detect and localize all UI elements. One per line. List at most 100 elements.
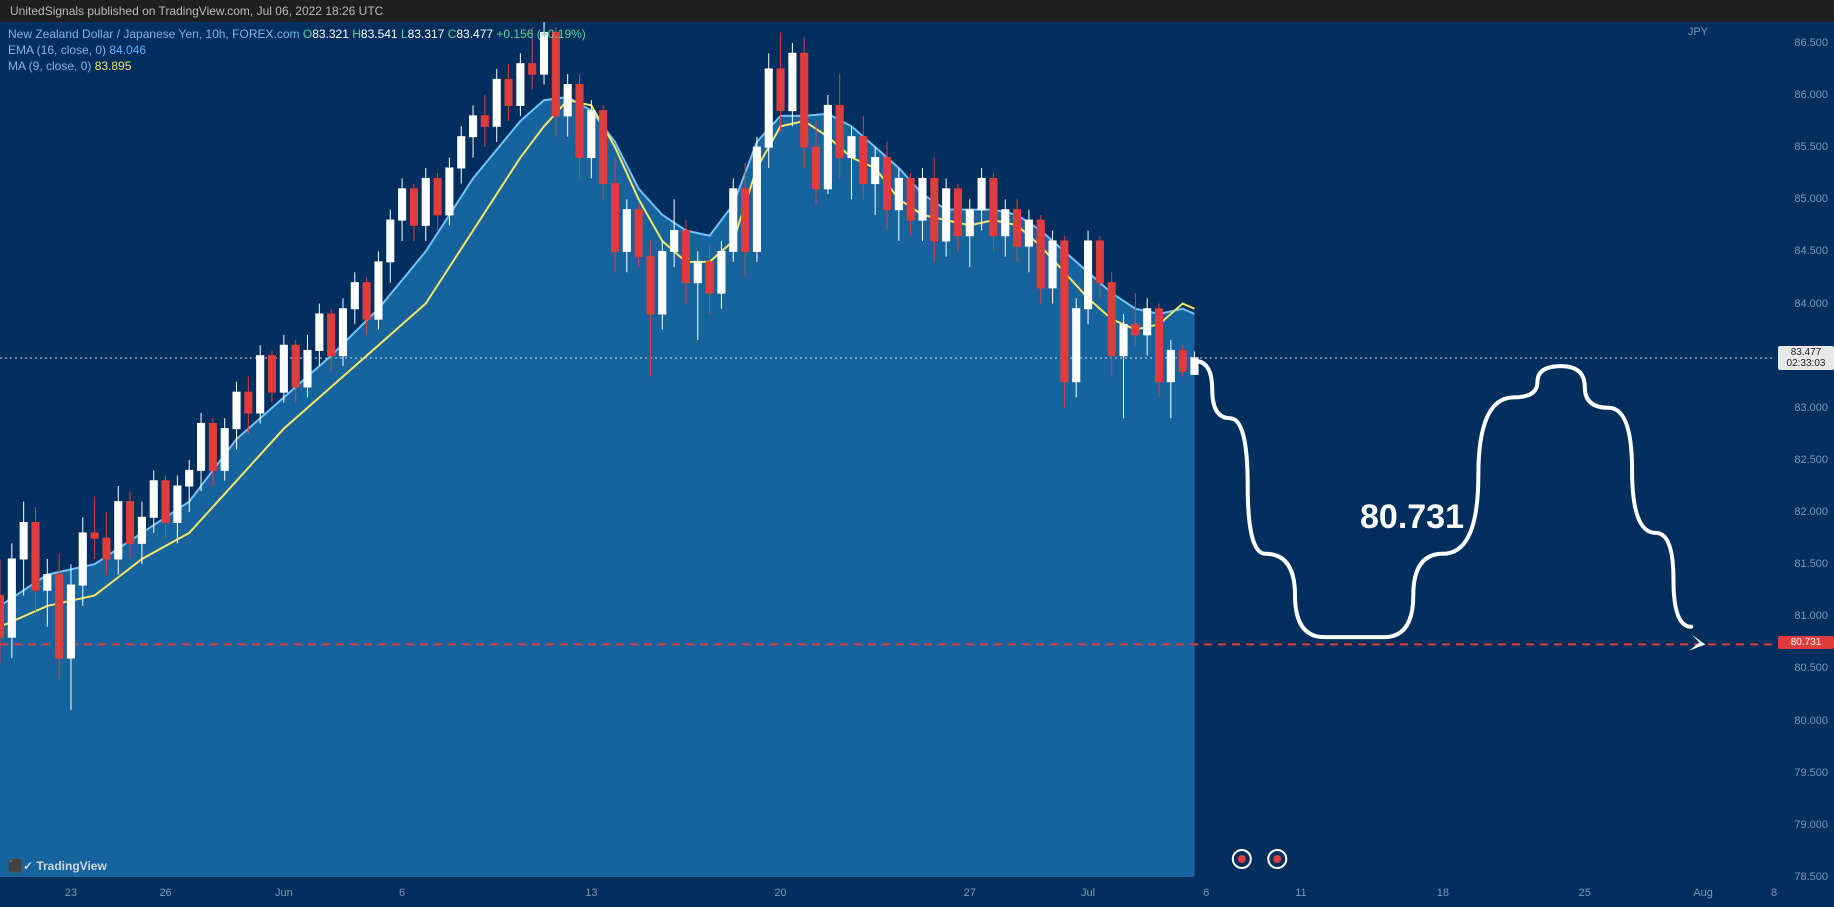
y-tick: 79.500	[1794, 767, 1828, 779]
x-tick: Jun	[275, 887, 293, 899]
candle-body	[458, 137, 465, 168]
x-tick: 26	[159, 887, 171, 899]
x-tick: 6	[399, 887, 405, 899]
candle-body	[718, 251, 725, 293]
candle-body	[91, 533, 98, 538]
candle-body	[730, 189, 737, 252]
ma-value: 83.895	[95, 59, 132, 73]
candle-body	[0, 595, 4, 637]
y-tick: 81.500	[1794, 558, 1828, 570]
x-tick: Jul	[1081, 887, 1095, 899]
candle-body	[978, 178, 985, 209]
candle-body	[1096, 241, 1103, 283]
candle-body	[446, 168, 453, 215]
chart-root: UnitedSignals published on TradingView.c…	[0, 0, 1834, 907]
candle-body	[103, 538, 110, 559]
candle-body	[990, 178, 997, 235]
legend-title-text: New Zealand Dollar / Japanese Yen, 10h, …	[8, 27, 586, 41]
candle-body	[1014, 210, 1021, 246]
y-tick: 80.000	[1794, 715, 1828, 727]
y-tick: 84.500	[1794, 245, 1828, 257]
x-tick: Aug	[1693, 887, 1713, 899]
candle-body	[789, 53, 796, 110]
candle-body	[209, 423, 216, 470]
candle-body	[138, 517, 145, 543]
y-tick: 86.500	[1794, 37, 1828, 49]
candle-body	[1002, 210, 1009, 236]
candle-body	[245, 392, 252, 413]
x-tick: 27	[964, 887, 976, 899]
candle-body	[872, 158, 879, 184]
y-tick: 82.000	[1794, 506, 1828, 518]
candle-body	[919, 178, 926, 220]
x-tick: 23	[65, 887, 77, 899]
candle-body	[481, 116, 488, 126]
y-tick: 85.000	[1794, 193, 1828, 205]
candle-body	[600, 111, 607, 184]
candle-body	[186, 470, 193, 486]
legend-ema: EMA (16, close, 0) 84.046	[8, 42, 586, 58]
candle-body	[268, 356, 275, 392]
current-price-tag: 83.47702:33:03	[1778, 346, 1834, 370]
candle-body	[280, 345, 287, 392]
candle-body	[659, 251, 666, 314]
forecast-arrowhead	[1689, 634, 1705, 650]
candle-body	[56, 575, 63, 658]
candle-body	[1120, 324, 1127, 355]
candle-body	[8, 559, 15, 637]
plot-svg	[0, 22, 1774, 877]
candle-body	[1144, 309, 1151, 335]
candle-body	[505, 79, 512, 105]
ma-label: MA (9, close, 0)	[8, 59, 95, 73]
candle-body	[1132, 324, 1139, 334]
candle-body	[647, 257, 654, 314]
candle-body	[20, 522, 27, 558]
y-tick: 83.000	[1794, 402, 1828, 414]
x-tick: 18	[1437, 887, 1449, 899]
candle-body	[375, 262, 382, 319]
candle-body	[812, 147, 819, 189]
candle-body	[611, 184, 618, 252]
candle-body	[304, 350, 311, 386]
candle-body	[706, 262, 713, 293]
candle-body	[257, 356, 264, 413]
plot-area[interactable]: JPY New Zealand Dollar / Japanese Yen, 1…	[0, 22, 1774, 877]
event-marker-dot	[1273, 855, 1281, 863]
candle-body	[682, 231, 689, 283]
candle-body	[564, 85, 571, 116]
candle-body	[931, 178, 938, 241]
x-tick: 13	[585, 887, 597, 899]
candle-body	[635, 210, 642, 257]
corner-symbol: JPY	[1688, 26, 1708, 38]
candle-body	[410, 189, 417, 225]
publish-banner: UnitedSignals published on TradingView.c…	[0, 0, 1834, 22]
candle-body	[824, 105, 831, 188]
chart-area[interactable]: JPY New Zealand Dollar / Japanese Yen, 1…	[0, 22, 1834, 907]
legend-ma: MA (9, close, 0) 83.895	[8, 58, 586, 74]
candle-body	[1037, 220, 1044, 288]
candle-body	[801, 53, 808, 147]
watermark: ⬛✓ TradingView	[8, 859, 107, 873]
candle-body	[836, 105, 843, 157]
event-marker-dot	[1238, 855, 1246, 863]
y-axis[interactable]: 78.50079.00079.50080.00080.50081.00081.5…	[1774, 22, 1834, 877]
candle-body	[777, 69, 784, 111]
candle-body	[32, 522, 39, 590]
candle-body	[588, 111, 595, 158]
candle-body	[233, 392, 240, 428]
y-tick: 84.000	[1794, 298, 1828, 310]
candle-body	[895, 178, 902, 209]
candle-body	[162, 481, 169, 523]
candle-body	[765, 69, 772, 147]
candle-body	[399, 189, 406, 220]
x-tick: 11	[1295, 887, 1306, 899]
y-tick: 79.000	[1794, 819, 1828, 831]
y-tick: 80.500	[1794, 662, 1828, 674]
candle-body	[694, 262, 701, 283]
x-axis[interactable]: 2326Jun6132027Jul6111825Aug8	[0, 877, 1774, 907]
candle-body	[1179, 350, 1186, 371]
ema-label: EMA (16, close, 0)	[8, 43, 109, 57]
candle-body	[115, 502, 122, 559]
y-tick: 86.000	[1794, 89, 1828, 101]
candle-body	[363, 283, 370, 319]
